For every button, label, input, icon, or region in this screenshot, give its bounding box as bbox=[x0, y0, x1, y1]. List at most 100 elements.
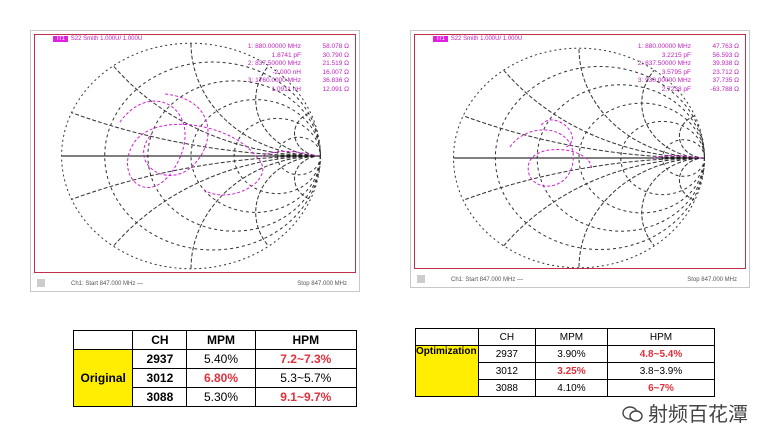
reactance-arc bbox=[579, 48, 704, 158]
channel-icon[interactable] bbox=[37, 279, 45, 287]
reactance-arc bbox=[256, 156, 321, 246]
marker-impedance: 47.763 Ω bbox=[712, 43, 739, 50]
table-row: 3012 3.25% 3.8~3.9% bbox=[416, 362, 715, 380]
mpm-cell: 5.40% bbox=[186, 349, 256, 369]
mpm-cell: 5.30% bbox=[186, 387, 256, 407]
smith-chart bbox=[59, 41, 323, 271]
marker-row: 2: 837.50000 MHz 21.519 Ω bbox=[248, 60, 349, 69]
marker-impedance: 58.078 Ω bbox=[322, 43, 349, 50]
corner-cell bbox=[415, 328, 479, 346]
start-frequency: Ch1: Start 847.000 MHz — bbox=[451, 277, 524, 283]
reactance-arc bbox=[504, 158, 705, 246]
row-group-label: Original bbox=[72, 349, 134, 407]
reactance-arc bbox=[504, 70, 705, 158]
mpm-cell: 4.10% bbox=[534, 379, 609, 397]
watermark-text: 射频百花潭 bbox=[648, 402, 748, 426]
marker-row: 3.2215 pF 56.593 Ω bbox=[638, 52, 739, 61]
reactance-arc bbox=[642, 158, 705, 246]
corner-cell bbox=[72, 330, 134, 350]
reactance-arc bbox=[113, 66, 320, 156]
marker-value: 1: 880.00000 MHz bbox=[637, 43, 691, 50]
trace-tag[interactable]: Tr1 bbox=[433, 36, 448, 42]
marker-row: 2.7238 pF -63.788 Ω bbox=[638, 86, 739, 95]
marker-row: 1: 880.00000 MHz 47.763 Ω bbox=[638, 43, 739, 52]
trace-header: Tr1 S22 Smith 1.000U/ 1.000U bbox=[433, 35, 522, 43]
channel-icon[interactable] bbox=[417, 275, 425, 283]
marker-value: 3: 930.00000 MHz bbox=[637, 77, 691, 84]
column-header: HPM bbox=[254, 330, 358, 350]
marker-impedance: -63.788 Ω bbox=[710, 85, 739, 93]
marker-impedance: 30.790 Ω bbox=[322, 51, 349, 59]
reactance-arc bbox=[579, 158, 704, 268]
s22-trace bbox=[510, 130, 592, 186]
marker-impedance: 36.836 Ω bbox=[322, 77, 349, 84]
unit-circle bbox=[62, 43, 321, 268]
ch-cell: 3012 bbox=[477, 362, 536, 380]
smith-chart-panel-optimized: Tr1 S22 Smith 1.000U/ 1.000U 1: 880.00000… bbox=[410, 30, 750, 288]
s22-trace bbox=[120, 101, 263, 195]
marker-value: 3.2215 pF bbox=[661, 51, 691, 59]
table-optimization: CH MPM HPM Optimization 2937 3.90% 4.8~5.4% 301… bbox=[415, 328, 715, 397]
stop-frequency: Stop 847.000 MHz bbox=[297, 281, 347, 287]
mpm-cell: 3.90% bbox=[534, 345, 609, 363]
ch-cell: 3012 bbox=[132, 368, 188, 388]
column-header: MPM bbox=[534, 328, 609, 346]
table-row: Optimization 2937 3.90% 4.8~5.4% bbox=[415, 345, 715, 397]
hpm-cell: 3.8~3.9% bbox=[607, 362, 715, 380]
trace-format: S22 Smith 1.000U/ 1.000U bbox=[70, 36, 143, 42]
marker-value: 2.7238 pF bbox=[661, 85, 691, 93]
marker-row: 1.8741 pF 30.790 Ω bbox=[248, 52, 349, 61]
table-row: Original 2937 5.40% 7.2~7.3% bbox=[72, 349, 358, 407]
stop-frequency: Stop 847.000 MHz bbox=[687, 277, 737, 283]
marker-impedance: 56.593 Ω bbox=[712, 51, 739, 59]
plot-frame bbox=[414, 34, 746, 269]
reactance-arc bbox=[295, 156, 321, 199]
hpm-cell: 5.3~5.7% bbox=[254, 368, 358, 388]
marker-impedance: 21.519 Ω bbox=[322, 60, 349, 67]
reactance-arc bbox=[191, 156, 320, 269]
table-row: 3012 6.80% 5.3~5.7% bbox=[74, 368, 358, 388]
trace-format: S22 Smith 1.000U/ 1.000U bbox=[450, 36, 523, 42]
marker-impedance: 39.938 Ω bbox=[712, 60, 739, 67]
marker-impedance: 16.007 Ω bbox=[322, 68, 349, 76]
reactance-arc bbox=[72, 113, 321, 156]
marker-impedance: 12.091 Ω bbox=[322, 85, 349, 93]
column-header: CH bbox=[132, 330, 188, 350]
table-original: CH MPM HPM Original 2937 5.40% 7.2~7.3% 3012 6.8… bbox=[72, 330, 358, 407]
table-header-row: CH MPM HPM bbox=[415, 328, 715, 346]
table-row: 3088 4.10% 6~7% bbox=[416, 379, 715, 397]
watermark: 射频百花潭 bbox=[622, 402, 748, 426]
hpm-cell: 6~7% bbox=[607, 379, 715, 397]
mpm-cell: 6.80% bbox=[186, 368, 256, 388]
reactance-arc bbox=[679, 158, 704, 200]
reactance-arc bbox=[463, 158, 704, 200]
marker-value: 3.5795 pF bbox=[661, 68, 691, 76]
reactance-arc bbox=[256, 66, 321, 156]
s22-trace bbox=[262, 151, 318, 156]
marker-impedance: 23.712 Ω bbox=[712, 68, 739, 76]
marker-readout: 1: 880.00000 MHz 58.078 Ω 1.8741 pF 30.790 … bbox=[248, 43, 349, 94]
wechat-icon bbox=[622, 406, 643, 422]
column-header: MPM bbox=[186, 330, 256, 350]
marker-value: 1: 880.00000 MHz bbox=[247, 43, 301, 50]
marker-value: 1.0911 nH bbox=[271, 85, 301, 93]
start-frequency: Ch1: Start 847.000 MHz — bbox=[71, 281, 144, 287]
hpm-cell: 9.1~9.7% bbox=[254, 387, 358, 407]
marker-value: 2: 837.50000 MHz bbox=[247, 60, 301, 67]
reactance-arc bbox=[463, 116, 704, 158]
reactance-arc bbox=[679, 116, 704, 158]
table-header-row: CH MPM HPM bbox=[72, 330, 358, 350]
s22-trace bbox=[541, 120, 572, 147]
column-header: CH bbox=[477, 328, 536, 346]
reactance-arc bbox=[72, 156, 321, 199]
mpm-cell: 3.25% bbox=[534, 362, 609, 380]
plot-frame bbox=[34, 34, 356, 273]
marker-value: 3: 1760.0000 MHz bbox=[247, 77, 301, 84]
hpm-cell: 4.8~5.4% bbox=[607, 345, 715, 363]
s22-trace bbox=[144, 94, 208, 175]
ch-cell: 2937 bbox=[132, 349, 188, 369]
ch-cell: 3088 bbox=[132, 387, 188, 407]
marker-row: 1: 880.00000 MHz 58.078 Ω bbox=[248, 43, 349, 52]
trace-tag[interactable]: Tr1 bbox=[53, 36, 68, 42]
marker-value: 1.8741 pF bbox=[271, 51, 301, 59]
